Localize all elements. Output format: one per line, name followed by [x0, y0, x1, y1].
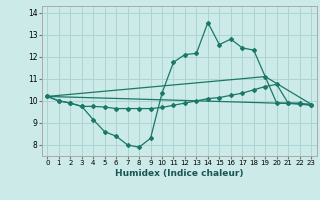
- X-axis label: Humidex (Indice chaleur): Humidex (Indice chaleur): [115, 169, 244, 178]
